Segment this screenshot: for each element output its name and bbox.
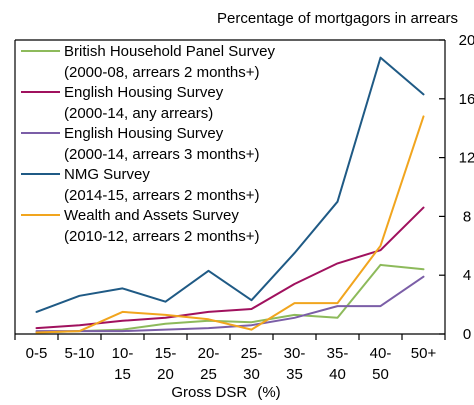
series-line-4 xyxy=(35,56,425,313)
x-axis-title: Gross DSR (%) xyxy=(171,384,280,401)
series-line-5 xyxy=(35,115,425,334)
series-line-1 xyxy=(35,263,425,334)
legend-label-4-line2: (2014-15, arrears 2 months+) xyxy=(64,187,260,204)
legend-label-2-line2: (2000-14, any arrears) xyxy=(64,105,213,122)
x-tick-label: 20- xyxy=(198,345,220,362)
x-tick-label-line2: 35 xyxy=(286,366,303,383)
x-tick-label-line2: 50 xyxy=(372,366,389,383)
legend-label-3-line1: English Housing Survey xyxy=(64,125,224,142)
y-ticks: 0 4 8 12 16 20 xyxy=(439,32,474,343)
y-tick-label: 12 xyxy=(459,150,474,167)
legend-label-5-line1: Wealth and Assets Survey xyxy=(64,207,239,224)
legend-label-3-line2: (2000-14, arrears 3 months+) xyxy=(64,146,260,163)
x-tick-label: 25- xyxy=(241,345,263,362)
legend-label-1-line2: (2000-08, arrears 2 months+) xyxy=(64,64,260,81)
x-tick-label: 15- xyxy=(155,345,177,362)
x-tick-label: 40- xyxy=(370,345,392,362)
x-tick-label-line2: 15 xyxy=(114,366,131,383)
series-line-2 xyxy=(35,206,425,330)
y-tick-label: 8 xyxy=(463,208,471,225)
legend: British Household Panel Survey (2000-08, … xyxy=(21,43,275,245)
x-tick-label: 5-10 xyxy=(64,345,94,362)
x-tick-label-line2: 20 xyxy=(157,366,174,383)
legend-label-4-line1: NMG Survey xyxy=(64,166,150,183)
legend-label-5-line2: (2010-12, arrears 2 months+) xyxy=(64,228,260,245)
x-tick-label: 35- xyxy=(327,345,349,362)
y-tick-label: 0 xyxy=(463,326,471,343)
x-ticks: 0-5 5-10 10- 15 15- 20 20- 25 25- 30 30- 35 35- 40 40-… xyxy=(14,334,446,383)
series-lines xyxy=(35,56,425,334)
x-tick-label: 0-5 xyxy=(26,345,48,362)
x-axis-title-label: Gross DSR xyxy=(171,384,247,401)
legend-label-2-line1: English Housing Survey xyxy=(64,84,224,101)
x-tick-label: 10- xyxy=(112,345,134,362)
x-tick-label-line2: 40 xyxy=(329,366,346,383)
legend-label-1-line1: British Household Panel Survey xyxy=(64,43,275,60)
series-line-3 xyxy=(35,275,425,333)
x-tick-label-line2: 30 xyxy=(243,366,260,383)
y-tick-label: 16 xyxy=(459,91,474,108)
x-tick-label: 50+ xyxy=(411,345,437,362)
x-tick-label-line2: 25 xyxy=(200,366,217,383)
x-tick-label: 30- xyxy=(284,345,306,362)
y-tick-label: 20 xyxy=(459,32,474,49)
y-axis-title: Percentage of mortgagors in arrears xyxy=(217,10,458,27)
x-axis-title-unit: (%) xyxy=(257,384,280,401)
y-tick-label: 4 xyxy=(463,267,471,284)
